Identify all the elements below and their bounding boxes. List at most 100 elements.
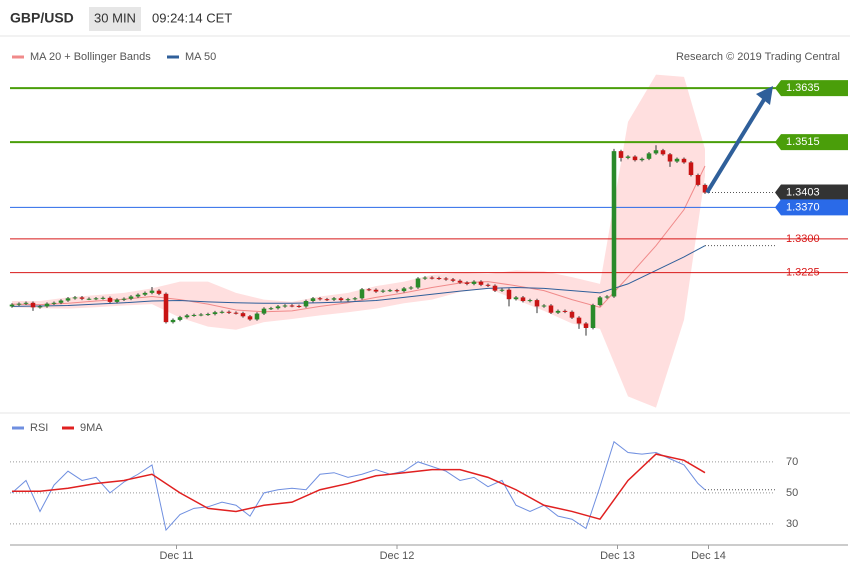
- candle-body: [254, 313, 260, 320]
- candle-body: [422, 277, 428, 279]
- candle-body: [163, 293, 169, 323]
- candle-body: [527, 300, 533, 302]
- candle-body: [702, 184, 708, 193]
- y-tick-label: 30: [786, 518, 798, 530]
- candle-body: [275, 306, 281, 309]
- candle-body: [142, 292, 148, 295]
- candle-body: [338, 298, 344, 301]
- candle-body: [436, 278, 442, 280]
- ma50-line: [11, 245, 706, 307]
- candle-body: [317, 298, 323, 300]
- candle-body: [408, 287, 414, 289]
- candle-body: [653, 150, 659, 154]
- candle-body: [268, 308, 274, 310]
- candle-body: [618, 151, 624, 158]
- candle-body: [506, 289, 512, 300]
- time: 09:24:14 CET: [152, 10, 232, 25]
- candle-body: [86, 298, 92, 300]
- level-label-box: [775, 199, 848, 216]
- candle-body: [16, 303, 22, 305]
- candle-body: [611, 151, 617, 297]
- candle-body: [499, 289, 505, 291]
- candle-body: [303, 301, 309, 307]
- ma20-line: [11, 165, 706, 313]
- y-tick-label: 70: [786, 456, 798, 468]
- candle-body: [128, 296, 134, 299]
- candle-body: [79, 297, 85, 299]
- candle-body: [597, 297, 603, 306]
- legend-label: MA 50: [185, 51, 216, 63]
- candle-body: [198, 314, 204, 316]
- candle-body: [170, 319, 176, 323]
- candle-body: [289, 305, 295, 307]
- level-label-box: [775, 134, 848, 151]
- level-label: 1.3635: [786, 82, 820, 94]
- candle-body: [177, 317, 183, 320]
- candle-body: [548, 305, 554, 313]
- candle-body: [72, 297, 78, 299]
- candle-body: [58, 300, 64, 303]
- candle-body: [478, 281, 484, 285]
- candle-body: [457, 280, 463, 283]
- candle-body: [156, 290, 162, 294]
- candle-body: [352, 298, 358, 300]
- candle-body: [310, 298, 316, 301]
- candle-body: [191, 314, 197, 316]
- x-tick-label: Dec 12: [380, 550, 415, 562]
- candle-body: [114, 299, 120, 302]
- y-tick-label: 50: [786, 487, 798, 499]
- candle-body: [401, 288, 407, 292]
- x-tick-label: Dec 14: [691, 550, 726, 562]
- candle-body: [415, 278, 421, 288]
- candle-body: [324, 299, 330, 301]
- candle-body: [429, 277, 435, 279]
- candle-body: [359, 289, 365, 299]
- candle-body: [205, 314, 211, 316]
- candle-body: [604, 296, 610, 298]
- candle-body: [261, 308, 267, 314]
- candle-body: [513, 297, 519, 300]
- level-label: 1.3225: [786, 267, 820, 279]
- chart-title: GBP/USD: [10, 10, 74, 26]
- level-label: 1.3370: [786, 201, 820, 213]
- candle-body: [23, 302, 29, 304]
- candle-body: [520, 297, 526, 301]
- candle-body: [30, 302, 36, 308]
- candle-body: [135, 294, 141, 297]
- rsi-ma-line: [12, 453, 706, 521]
- candle-body: [219, 311, 225, 313]
- candle-body: [121, 298, 127, 300]
- candle-body: [366, 289, 372, 291]
- candle-body: [51, 302, 57, 304]
- candle-body: [240, 313, 246, 317]
- level-label: 1.3515: [786, 136, 820, 148]
- candle-body: [44, 303, 50, 307]
- candle-body: [233, 312, 239, 314]
- candle-body: [247, 316, 253, 320]
- candle-body: [695, 175, 701, 185]
- candle-body: [541, 305, 547, 307]
- candle-body: [590, 305, 596, 328]
- candle-body: [632, 156, 638, 161]
- candle-body: [674, 158, 680, 162]
- candle-body: [534, 300, 540, 307]
- candle-body: [646, 153, 652, 159]
- candle-body: [681, 158, 687, 163]
- candle-body: [93, 298, 99, 300]
- candle-body: [184, 315, 190, 318]
- candle-body: [688, 162, 694, 175]
- candle-body: [387, 290, 393, 292]
- candle-body: [226, 311, 232, 313]
- candle-body: [107, 297, 113, 302]
- x-tick-label: Dec 13: [600, 550, 635, 562]
- candle-body: [282, 305, 288, 307]
- candle-body: [100, 297, 106, 299]
- candle-body: [639, 158, 645, 161]
- forecast-arrowhead: [756, 86, 773, 105]
- candle-body: [569, 311, 575, 318]
- plot: MA 20 + Bollinger Bands MA 50 1.3635 1.3515…: [9, 51, 848, 562]
- level-label: 1.3403: [786, 186, 820, 198]
- candle-body: [576, 317, 582, 324]
- candle-body: [394, 290, 400, 292]
